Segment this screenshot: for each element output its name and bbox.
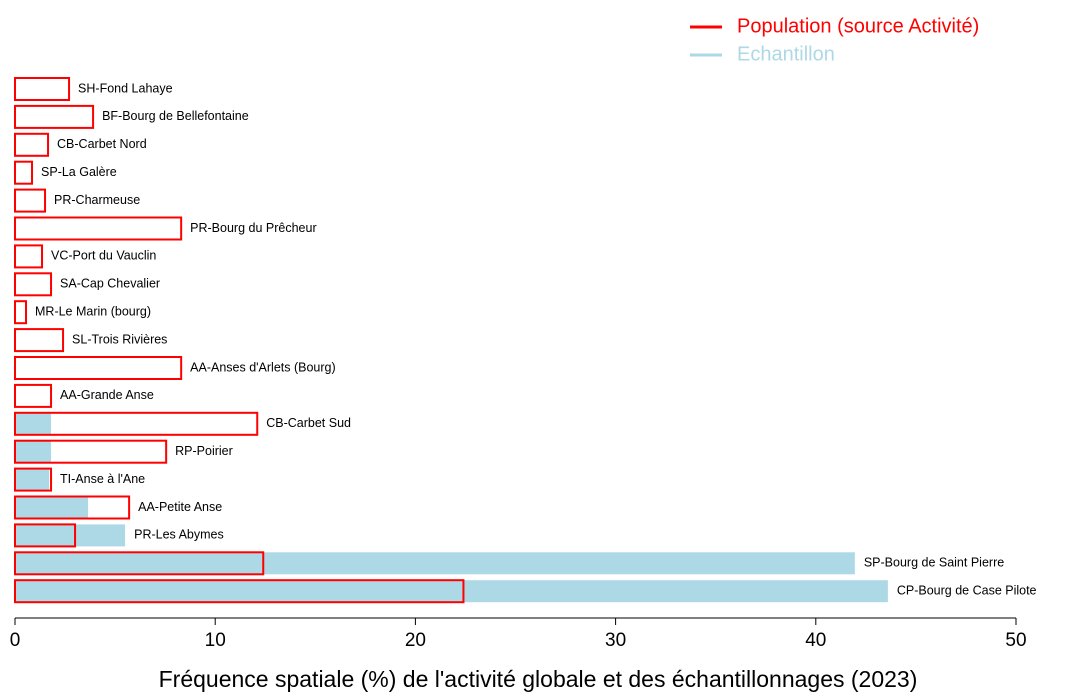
bar-outline xyxy=(14,495,131,520)
bar-outline xyxy=(14,579,465,604)
bar-outline xyxy=(14,411,259,436)
category-label: SL-Trois Rivières xyxy=(72,332,167,346)
category-label: MR-Le Marin (bourg) xyxy=(35,304,151,318)
category-label: VC-Port du Vauclin xyxy=(51,249,156,263)
legend-label: Echantillon xyxy=(737,43,835,65)
legend-label: Population (source Activité) xyxy=(737,15,979,37)
bar-outline xyxy=(14,160,34,185)
category-label: SH-Fond Lahaye xyxy=(78,81,173,95)
x-tick-label: 40 xyxy=(805,630,826,651)
category-label: CB-Carbet Sud xyxy=(266,416,351,430)
bar-outline xyxy=(14,300,28,325)
category-label: SA-Cap Chevalier xyxy=(60,277,160,291)
bar-outline xyxy=(14,551,265,576)
category-label: PR-Charmeuse xyxy=(54,193,140,207)
category-label: PR-Bourg du Prêcheur xyxy=(190,221,316,235)
bar-outline xyxy=(14,328,65,353)
bar-outline xyxy=(14,439,168,464)
bar xyxy=(15,524,126,547)
category-label: TI-Anse à l'Ane xyxy=(60,472,145,486)
bar-outline xyxy=(14,523,77,548)
category-label: RP-Poirier xyxy=(175,444,233,458)
bar-outline xyxy=(14,383,53,408)
category-label: AA-Grande Anse xyxy=(60,388,154,402)
bar-outline xyxy=(14,188,47,213)
bar-outline xyxy=(14,356,183,380)
x-tick-label: 50 xyxy=(1005,630,1026,651)
bar xyxy=(15,412,52,435)
bar-outline xyxy=(14,216,183,241)
category-label: CB-Carbet Nord xyxy=(57,137,147,151)
category-label: AA-Petite Anse xyxy=(138,500,222,514)
category-label: AA-Anses d'Arlets (Bourg) xyxy=(190,360,336,374)
x-tick-label: 20 xyxy=(405,630,426,651)
category-label: PR-Les Abymes xyxy=(134,528,224,542)
bar xyxy=(15,496,89,519)
bar-outline xyxy=(14,132,50,157)
bar-outline xyxy=(14,104,95,129)
bar xyxy=(15,440,52,463)
bar-outline xyxy=(14,467,53,492)
x-axis-label: Fréquence spatiale (%) de l'activité glo… xyxy=(159,666,918,692)
x-tick-label: 0 xyxy=(10,630,21,651)
bar-outline xyxy=(14,272,53,297)
category-label: SP-La Galère xyxy=(41,165,117,179)
category-label: CP-Bourg de Case Pilote xyxy=(897,583,1037,597)
bar xyxy=(15,580,888,603)
bar xyxy=(15,468,50,491)
category-label: SP-Bourg de Saint Pierre xyxy=(864,556,1004,570)
bar xyxy=(15,552,855,575)
x-tick-label: 10 xyxy=(205,630,226,651)
bar-outline xyxy=(14,244,44,269)
bar-outline xyxy=(14,77,71,101)
category-label: BF-Bourg de Bellefontaine xyxy=(102,109,249,123)
x-tick-label: 30 xyxy=(605,630,626,651)
